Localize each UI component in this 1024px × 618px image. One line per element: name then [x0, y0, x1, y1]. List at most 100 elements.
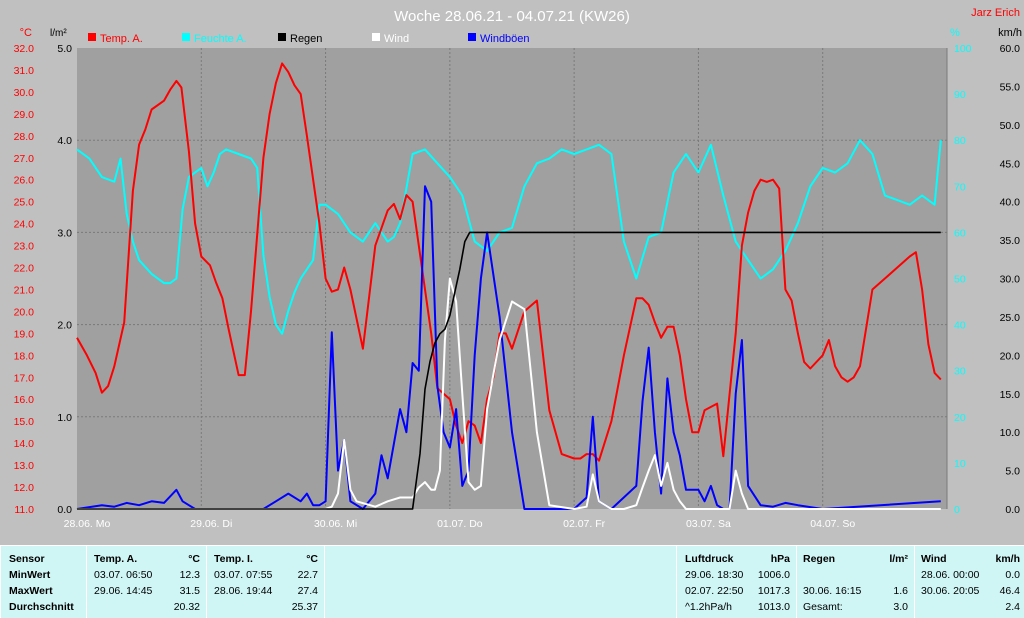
- rain-title: Regen: [803, 553, 836, 565]
- humidity-tick-label: 10: [954, 458, 966, 470]
- wind-tick-label: 10.0: [1000, 427, 1021, 439]
- x-tick-label: 02.07. Fr: [563, 518, 606, 530]
- humidity-tick-label: 60: [954, 227, 966, 239]
- wind-unit-label: km/h: [998, 27, 1022, 39]
- pressure-min-time: 29.06. 18:30: [685, 569, 744, 581]
- legend-label: Feuchte A.: [194, 33, 247, 45]
- humidity-tick-label: 30: [954, 366, 966, 378]
- rain-tick-label: 1.0: [57, 412, 72, 424]
- wind-tick-label: 30.0: [1000, 274, 1021, 286]
- pressure-min-val: 1006.0: [757, 569, 790, 581]
- panel-wind: Wind km/h 28.06. 00:00 0.0 30.06. 20:05 46.…: [914, 545, 1024, 618]
- wind-min-val: 0.0: [1005, 569, 1020, 581]
- wind-avg-val: 2.4: [1005, 601, 1020, 613]
- wind-tick-label: 45.0: [1000, 158, 1021, 170]
- min-label: MinWert: [9, 569, 51, 581]
- panel-empty: [324, 545, 676, 618]
- pressure-max-val: 1017.3: [757, 585, 790, 597]
- temp-tick-label: 21.0: [14, 284, 35, 296]
- wind-min-time: 28.06. 00:00: [921, 569, 980, 581]
- legend: Temp. A. Feuchte A. Regen Wind Windböen: [88, 33, 530, 45]
- wind-max-time: 30.06. 20:05: [921, 585, 980, 597]
- rain-max-time: 30.06. 16:15: [803, 585, 862, 597]
- pressure-max-time: 02.07. 22:50: [685, 585, 744, 597]
- temp-unit-label: °C: [20, 27, 32, 39]
- pressure-unit: hPa: [770, 553, 790, 565]
- rain-unit-label: l/m²: [50, 28, 67, 39]
- wind-tick-label: 50.0: [1000, 120, 1021, 132]
- rain-max-val: 1.6: [893, 585, 908, 597]
- wind-unit: km/h: [995, 553, 1020, 565]
- temp-tick-label: 31.0: [14, 65, 35, 77]
- humidity-tick-label: 80: [954, 135, 966, 147]
- legend-swatch: [468, 33, 476, 41]
- series-line: [77, 277, 941, 510]
- rain-unit: l/m²: [889, 553, 908, 565]
- x-tick-label: 28.06. Mo: [64, 518, 111, 530]
- series-line: [76, 139, 942, 335]
- temp-i-max-time: 28.06. 19:44: [214, 585, 273, 597]
- temp-tick-label: 18.0: [14, 350, 35, 362]
- temp-a-max-time: 29.06. 14:45: [94, 585, 153, 597]
- temp-a-min-val: 12.3: [179, 569, 200, 581]
- temp-tick-label: 23.0: [14, 241, 35, 253]
- legend-swatch: [88, 33, 96, 41]
- legend-swatch: [372, 33, 380, 41]
- wind-tick-label: 0.0: [1005, 504, 1020, 516]
- x-tick-label: 29.06. Di: [190, 518, 232, 530]
- max-label: MaxWert: [9, 585, 53, 597]
- rain-tick-label: 4.0: [57, 135, 72, 147]
- temp-tick-label: 32.0: [14, 43, 35, 55]
- avg-label: Durchschnitt: [9, 601, 74, 613]
- legend-label: Temp. A.: [100, 33, 143, 45]
- x-tick-label: 04.07. So: [810, 518, 855, 530]
- temp-i-unit: °C: [306, 553, 318, 565]
- panel-temp-i: Temp. I. °C 03.07. 07:55 22.7 28.06. 19:44…: [206, 545, 324, 618]
- series-layer: [76, 62, 942, 510]
- legend-label: Windböen: [480, 33, 530, 45]
- temp-i-min-time: 03.07. 07:55: [214, 569, 273, 581]
- temp-tick-label: 22.0: [14, 263, 35, 275]
- temp-a-avg-val: 20.32: [173, 601, 200, 613]
- temp-tick-label: 12.0: [14, 482, 35, 494]
- legend-label: Wind: [384, 33, 409, 45]
- pressure-trend: ^1.2hPa/h: [685, 601, 732, 613]
- rain-total-label: Gesamt:: [803, 601, 843, 613]
- panel-rain: Regen l/m² 30.06. 16:15 1.6 Gesamt: 3.0: [796, 545, 914, 618]
- temp-i-avg-val: 25.37: [291, 601, 318, 613]
- temp-tick-label: 27.0: [14, 153, 35, 165]
- legend-swatch: [278, 33, 286, 41]
- author-label: Jarz Erich: [971, 7, 1020, 19]
- sensor-header: Sensor: [9, 553, 45, 565]
- temp-i-min-val: 22.7: [297, 569, 318, 581]
- temp-tick-label: 30.0: [14, 87, 35, 99]
- temp-tick-label: 28.0: [14, 131, 35, 143]
- wind-tick-label: 5.0: [1005, 466, 1020, 478]
- wind-tick-label: 40.0: [1000, 197, 1021, 209]
- temp-tick-label: 25.0: [14, 197, 35, 209]
- axis-ticks: 32.0 31.0 30.0 29.0 28.0 27.0 26.0 25.0 24.0 23.0…: [14, 43, 1021, 530]
- x-tick-label: 03.07. Sa: [686, 518, 731, 530]
- wind-tick-label: 20.0: [1000, 350, 1021, 362]
- temp-i-max-val: 27.4: [297, 585, 318, 597]
- temp-tick-label: 17.0: [14, 372, 35, 384]
- pressure-title: Luftdruck: [685, 553, 734, 565]
- legend-label: Regen: [290, 33, 322, 45]
- wind-tick-label: 55.0: [1000, 81, 1021, 93]
- panel-pressure: Luftdruck hPa 29.06. 18:30 1006.0 02.07. 2…: [676, 545, 796, 618]
- wind-max-val: 46.4: [999, 585, 1020, 597]
- x-tick-label: 01.07. Do: [437, 518, 483, 530]
- legend-swatch: [182, 33, 190, 41]
- chart-title: Woche 28.06.21 - 04.07.21 (KW26): [394, 8, 630, 25]
- temp-tick-label: 29.0: [14, 109, 35, 121]
- temp-i-title: Temp. I.: [214, 553, 253, 565]
- temp-tick-label: 16.0: [14, 394, 35, 406]
- pressure-current: 1013.0: [757, 601, 790, 613]
- temp-tick-label: 26.0: [14, 175, 35, 187]
- panel-temp-a: Temp. A. °C 03.07. 06:50 12.3 29.06. 14:45…: [86, 545, 206, 618]
- wind-tick-label: 35.0: [1000, 235, 1021, 247]
- rain-tick-label: 3.0: [57, 227, 72, 239]
- temp-a-unit: °C: [188, 553, 200, 565]
- plot-area: [77, 48, 947, 509]
- temp-a-max-val: 31.5: [179, 585, 200, 597]
